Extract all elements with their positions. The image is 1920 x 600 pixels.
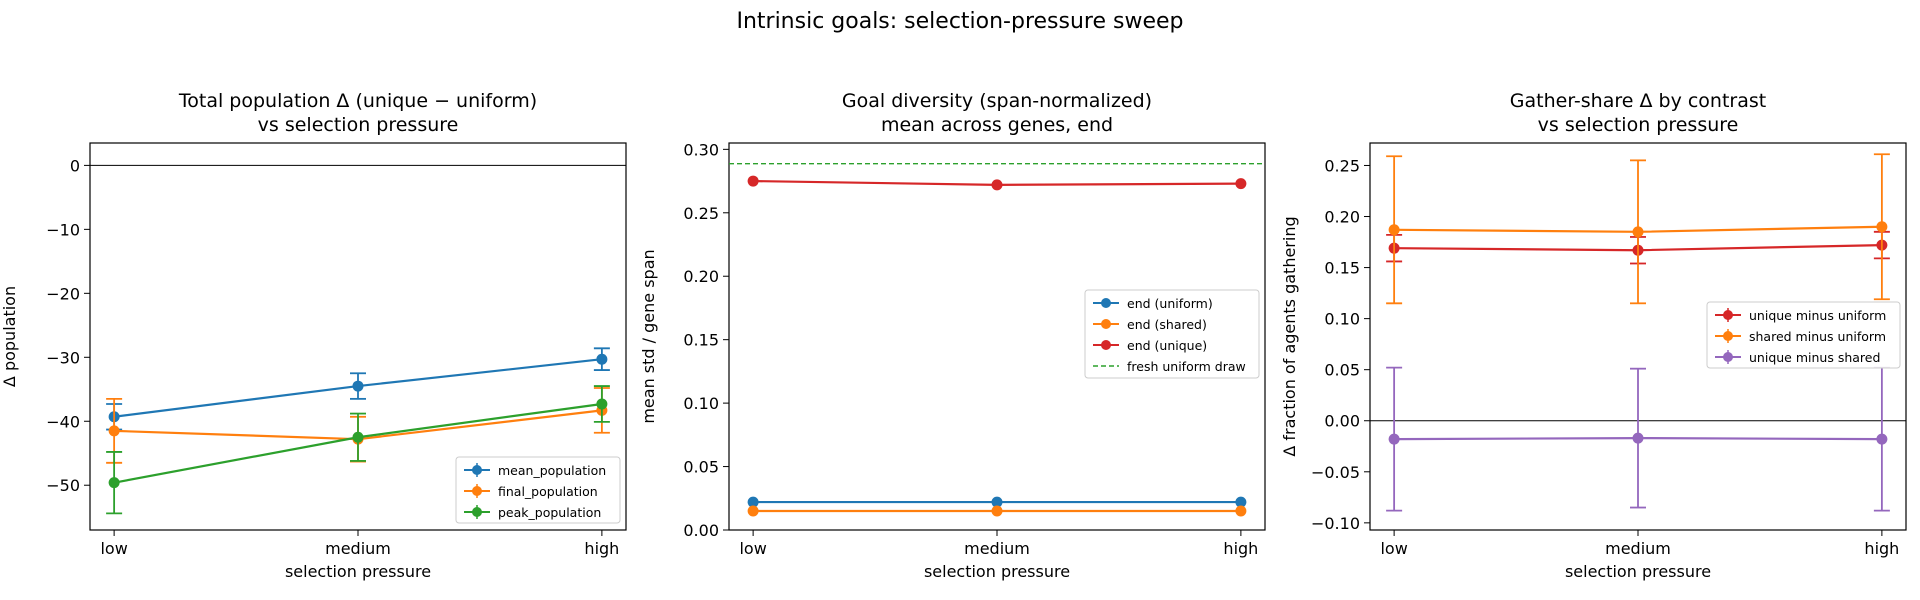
y-tick-label: −10 (46, 220, 80, 239)
x-tick-label: high (584, 539, 619, 558)
y-tick-label: 0.05 (1324, 361, 1360, 380)
legend: end (uniform) end (shared) end (unique) fre… (1084, 289, 1260, 379)
x-tick-label: medium (325, 539, 391, 558)
x-tick-label: low (739, 539, 766, 558)
legend-marker (1101, 298, 1111, 308)
data-point (108, 425, 120, 437)
legend-label: shared minus uniform (1749, 329, 1886, 344)
chart-title: Total population Δ (unique − uniform) vs … (178, 90, 537, 136)
x-axis-label: selection pressure (285, 562, 431, 581)
x-tick-label: low (1380, 539, 1407, 558)
y-tick-label: 0.00 (1324, 412, 1360, 431)
x-tick-label: medium (964, 539, 1030, 558)
data-point (747, 175, 759, 187)
series-unique-minus-shared (1386, 366, 1890, 512)
y-tick-label: −50 (46, 476, 80, 495)
x-axis-label: selection pressure (924, 562, 1070, 581)
y-axis-label: Δ fraction of agents gathering (1280, 216, 1299, 456)
y-tick-label: 0 (70, 156, 80, 175)
series-peak-population (106, 385, 610, 515)
data-point (1632, 432, 1644, 444)
legend-box (455, 456, 621, 524)
legend-marker (472, 507, 482, 517)
data-point (108, 477, 120, 489)
legend-marker (1101, 340, 1111, 350)
chart-title: Gather-share Δ by contrast vs selection p… (1510, 90, 1766, 136)
data-point (1388, 224, 1400, 236)
data-point (747, 496, 759, 508)
data-point (991, 505, 1003, 517)
data-point (1632, 226, 1644, 238)
legend-marker (1723, 310, 1733, 320)
y-tick-label: 0.20 (1324, 208, 1360, 227)
y-tick-label: 0.20 (683, 267, 719, 286)
legend-label: end (shared) (1127, 317, 1207, 332)
legend-label: peak_population (498, 505, 601, 520)
data-point (1876, 221, 1888, 233)
y-tick-label: 0.15 (1324, 259, 1360, 278)
data-point (1388, 433, 1400, 445)
legend-label: final_population (498, 484, 598, 499)
legend-marker (1101, 319, 1111, 329)
y-axis-label: Δ population (0, 286, 19, 387)
x-tick-label: medium (1605, 539, 1671, 558)
chart-title: Goal diversity (span-normalized) mean acr… (842, 90, 1152, 136)
legend-label: end (unique) (1127, 338, 1207, 353)
figure-title: Intrinsic goals: selection-pressure swee… (736, 9, 1183, 34)
y-tick-label: 0.10 (683, 394, 719, 413)
series-end-shared- (747, 505, 1247, 517)
chart-panel-3: Gather-share Δ by contrast vs selection p… (1280, 90, 1907, 581)
data-point (596, 353, 608, 365)
y-tick-label: 0.10 (1324, 310, 1360, 329)
legend-marker (472, 465, 482, 475)
legend-label: unique minus uniform (1749, 308, 1886, 323)
y-tick-label: 0.05 (683, 458, 719, 477)
y-tick-label: 0.30 (683, 140, 719, 159)
data-point (352, 431, 364, 443)
legend-label: mean_population (498, 463, 606, 478)
y-tick-label: 0.15 (683, 331, 719, 350)
data-point (1235, 178, 1247, 190)
chart-panel-1: Total population Δ (unique − uniform) vs … (0, 90, 627, 581)
data-point (747, 505, 759, 517)
series-end-uniform- (747, 496, 1247, 508)
y-axis-label: mean std / gene span (639, 249, 658, 423)
legend-box (1706, 301, 1901, 369)
legend-box (1084, 289, 1260, 379)
data-point (991, 496, 1003, 508)
x-axis-label: selection pressure (1565, 562, 1711, 581)
legend-marker (1723, 352, 1733, 362)
y-tick-label: −20 (46, 284, 80, 303)
data-point (352, 380, 364, 392)
y-tick-label: −40 (46, 412, 80, 431)
legend-label: end (uniform) (1127, 296, 1213, 311)
y-tick-label: 0.00 (683, 521, 719, 540)
legend-label: fresh uniform draw (1127, 359, 1246, 374)
data-point (1235, 496, 1247, 508)
x-tick-label: low (100, 539, 127, 558)
legend-label: unique minus shared (1749, 350, 1880, 365)
y-tick-label: 0.25 (683, 204, 719, 223)
series-shared-minus-uniform (1386, 153, 1890, 305)
chart-panel-2: Goal diversity (span-normalized) mean acr… (639, 90, 1266, 581)
legend: unique minus uniform shared minus uniform… (1706, 301, 1901, 369)
series-end-unique- (747, 175, 1247, 191)
y-tick-label: −0.10 (1311, 514, 1360, 533)
legend: mean_population final_population peak_popu… (455, 456, 621, 524)
y-tick-label: −0.05 (1311, 463, 1360, 482)
x-tick-label: high (1223, 539, 1258, 558)
legend-marker (1723, 331, 1733, 341)
y-tick-label: −30 (46, 348, 80, 367)
x-tick-label: high (1864, 539, 1899, 558)
data-point (991, 179, 1003, 191)
y-tick-label: 0.25 (1324, 156, 1360, 175)
data-point (1876, 433, 1888, 445)
data-point (596, 398, 608, 410)
legend-marker (472, 486, 482, 496)
data-point (1235, 505, 1247, 517)
